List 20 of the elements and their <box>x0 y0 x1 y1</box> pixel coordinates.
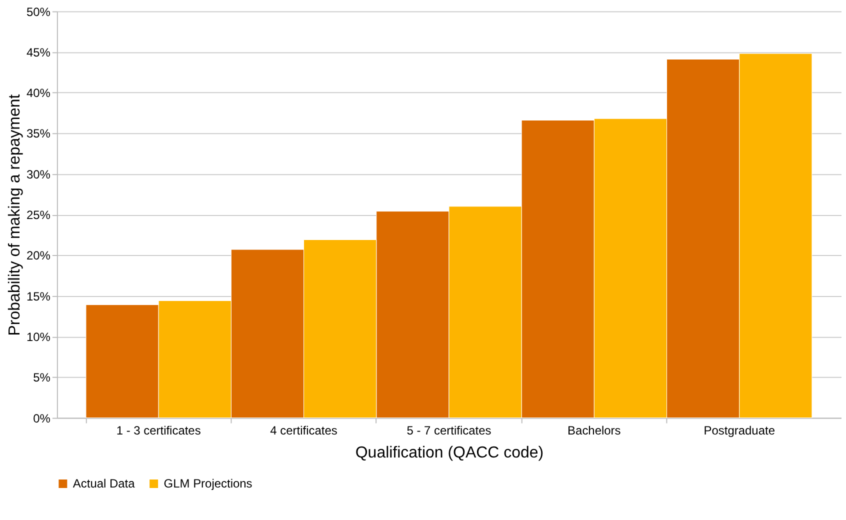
y-tick-label: 10% <box>26 330 51 344</box>
y-tick-label: 20% <box>26 248 51 263</box>
y-tick-label: 40% <box>26 86 51 100</box>
y-tick-label: 35% <box>26 126 51 141</box>
legend-label: Actual Data <box>72 476 136 491</box>
legend-label: GLM Projections <box>164 476 252 491</box>
x-tick-label: Postgraduate <box>704 423 776 438</box>
y-tick-label: 30% <box>26 167 51 182</box>
y-tick-label: 50% <box>26 4 51 19</box>
x-tick-label: Bachelors <box>568 423 621 438</box>
y-tick-label: 25% <box>26 208 51 222</box>
x-tick-label: 4 certificates <box>270 423 338 438</box>
y-axis-title: Probability of making a repayment <box>6 94 24 336</box>
y-tick-label: 45% <box>26 45 51 60</box>
y-tick-label: 5% <box>33 370 51 385</box>
x-tick-label: 1 - 3 certificates <box>116 423 201 438</box>
x-axis-title: Qualification (QACC code) <box>355 444 544 462</box>
y-tick-label: 15% <box>26 289 51 304</box>
y-tick-label: 0% <box>33 411 51 426</box>
x-tick-label: 5 - 7 certificates <box>406 423 492 438</box>
